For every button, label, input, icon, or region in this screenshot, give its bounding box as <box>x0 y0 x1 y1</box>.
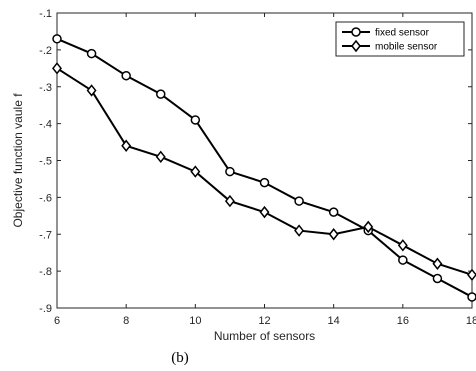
diamond-marker <box>121 139 132 152</box>
x-tick-label: 10 <box>189 315 201 327</box>
circle-marker <box>225 166 235 177</box>
circle-marker <box>156 89 166 99</box>
x-tick-label: 14 <box>328 315 340 327</box>
y-tick-label: -.1 <box>39 8 52 20</box>
circle-marker <box>398 255 408 265</box>
legend-marker <box>351 39 361 53</box>
x-tick-label: 18 <box>466 315 476 327</box>
x-axis-label: Number of sensors <box>214 329 315 343</box>
legend-label: mobile sensor <box>375 42 438 53</box>
y-tick-label: -.5 <box>39 156 52 168</box>
circle-marker <box>52 34 62 44</box>
circle-marker <box>432 273 443 284</box>
y-tick-label: -.8 <box>39 266 52 278</box>
y-tick-label: -.7 <box>39 229 52 241</box>
y-tick-label: -.6 <box>39 192 52 204</box>
y-tick-label: -.2 <box>39 45 52 57</box>
circle-marker <box>190 115 201 125</box>
x-tick-label: 16 <box>397 315 409 327</box>
circle-marker <box>121 70 131 81</box>
diamond-marker <box>467 268 476 282</box>
axis-ticks: 6 8 10 12 14 16 18 -.1 -.2 -.3 -.4 -.5 -.6 -.7 -.8 -.9 <box>39 8 476 327</box>
diamond-marker <box>86 84 97 97</box>
y-tick-label: -.9 <box>39 303 52 315</box>
diamond-marker <box>363 220 374 234</box>
circle-marker <box>259 177 270 188</box>
legend-label: fixed sensor <box>375 28 430 39</box>
diamond-marker <box>224 194 235 208</box>
series-markers <box>52 34 476 302</box>
diamond-marker <box>52 62 62 75</box>
diamond-marker <box>190 165 201 178</box>
diamond-marker <box>294 224 305 237</box>
x-tick-label: 12 <box>258 315 270 327</box>
diamond-marker <box>432 257 443 270</box>
legend: fixed sensor mobile sensor <box>335 21 465 57</box>
y-tick-label: -.4 <box>39 119 52 131</box>
diamond-marker <box>155 150 166 164</box>
diamond-marker <box>397 239 408 252</box>
x-tick-label: 8 <box>123 315 129 327</box>
legend-marker <box>351 27 361 37</box>
y-tick-label: -.3 <box>39 82 52 94</box>
circle-marker <box>294 196 304 206</box>
diamond-marker <box>259 205 270 219</box>
circle-marker <box>86 48 97 59</box>
diamond-marker <box>328 228 339 241</box>
y-axis-label: Objective function vaule f <box>11 93 25 228</box>
circle-marker <box>328 207 339 217</box>
x-tick-label: 6 <box>54 315 60 327</box>
circle-marker <box>467 292 476 302</box>
figure-caption: (b) <box>171 350 189 366</box>
